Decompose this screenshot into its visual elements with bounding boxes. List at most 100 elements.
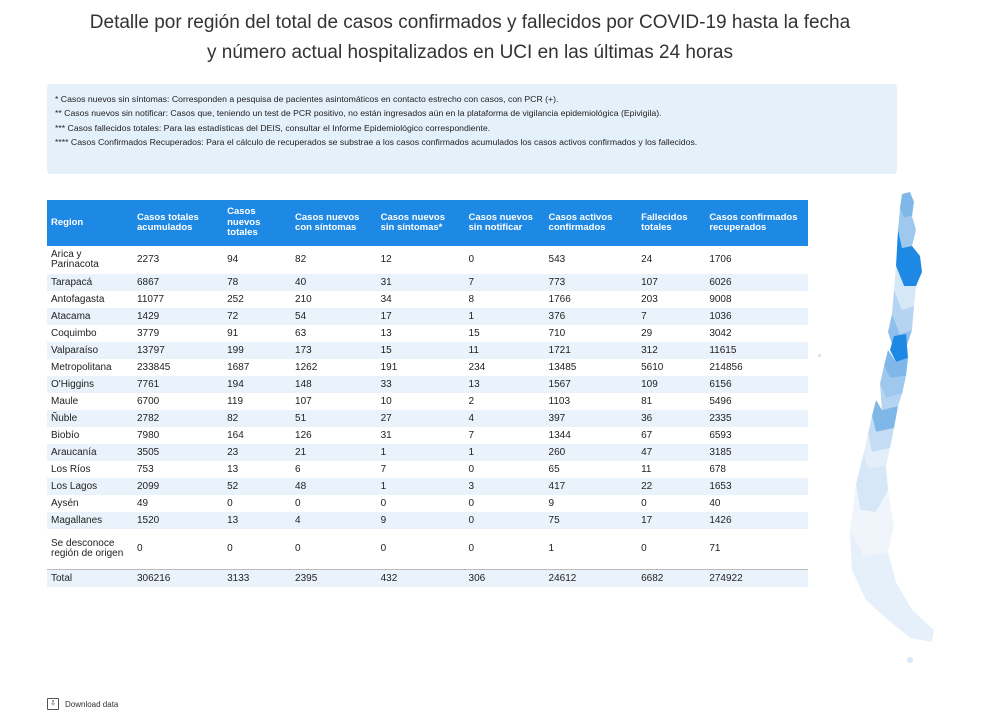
total-row: Total 306216 3133 2395 432 306 24612 6682 274922 xyxy=(47,569,808,587)
value-cell: 1 xyxy=(464,308,545,325)
column-header: Casos activos confirmados xyxy=(544,200,638,246)
region-cell: Maule xyxy=(51,395,79,407)
table-row: Atacama 1429 72 54 17 1 376 7 1036 xyxy=(47,308,808,325)
value-cell: 48 xyxy=(291,478,377,495)
title-line-2: y número actual hospitalizados en UCI en… xyxy=(207,42,733,63)
value-cell: 2395 xyxy=(291,569,377,587)
value-cell: 432 xyxy=(376,569,465,587)
region-table: Region Casos totales acumulados Casos nu… xyxy=(47,200,808,587)
value-cell: 2335 xyxy=(705,410,808,427)
download-label: Download data xyxy=(65,699,119,709)
value-cell: 173 xyxy=(291,342,377,359)
region-cell: Tarapacá xyxy=(47,274,133,291)
value-cell: 5496 xyxy=(709,395,732,407)
value-cell: 17 xyxy=(376,308,465,325)
value-cell: 126 xyxy=(295,429,312,441)
value-cell: 7761 xyxy=(133,376,224,393)
value-cell: 1567 xyxy=(544,376,638,393)
value-cell: 2273 xyxy=(137,254,160,265)
value-cell: 1036 xyxy=(705,308,808,325)
map-region-biobio xyxy=(872,400,898,432)
value-cell: 1262 xyxy=(295,361,318,373)
table-row: Metropolitana 233845 1687 1262 191 234 13485 56… xyxy=(47,359,808,376)
value-cell: 13 xyxy=(464,376,545,393)
value-cell: 7 xyxy=(468,429,475,441)
download-data-link[interactable]: ⇩ Download data xyxy=(47,698,118,710)
map-island xyxy=(907,657,913,663)
value-cell: 7 xyxy=(464,274,545,291)
value-cell: 11 xyxy=(641,463,652,475)
value-cell: 252 xyxy=(227,293,244,305)
table-row: Los Ríos 753 13 6 7 0 65 11 678 xyxy=(47,461,808,478)
region-cell: Metropolitana xyxy=(51,361,112,373)
value-cell: 0 xyxy=(137,543,143,554)
map-region-aysen xyxy=(850,484,894,556)
region-cell: Arica y Parinacota xyxy=(51,249,99,270)
value-cell: 0 xyxy=(295,497,301,509)
value-cell: 3042 xyxy=(709,327,732,339)
value-cell: 1721 xyxy=(544,342,638,359)
value-cell: 710 xyxy=(548,327,566,339)
value-cell: 191 xyxy=(380,361,398,373)
value-cell: 773 xyxy=(544,274,638,291)
value-cell: 9 xyxy=(548,497,555,509)
value-cell: 13 xyxy=(227,463,239,475)
table-row: Antofagasta 11077 252 210 34 8 1766 203 9008 xyxy=(47,291,808,308)
value-cell: 194 xyxy=(223,376,292,393)
value-cell: 5610 xyxy=(641,361,664,373)
value-cell: 67 xyxy=(641,429,653,441)
value-cell: 71 xyxy=(709,543,721,554)
region-cell: Los Lagos xyxy=(47,478,133,495)
chart-title: Detalle por región del total de casos co… xyxy=(0,8,940,68)
value-cell: 1429 xyxy=(133,308,224,325)
value-cell: 417 xyxy=(544,478,638,495)
value-cell: 0 xyxy=(641,497,647,509)
region-cell: Magallanes xyxy=(47,512,133,529)
value-cell: 82 xyxy=(295,254,307,265)
value-cell: 7 xyxy=(380,463,387,475)
note-4: **** Casos Confirmados Recuperados: Para… xyxy=(55,136,698,147)
table-row: Coquimbo 3779 91 63 13 15 710 29 3042 xyxy=(47,325,808,342)
value-cell: 13 xyxy=(380,327,392,339)
value-cell: 107 xyxy=(637,274,706,291)
title-line-1: Detalle por región del total de casos co… xyxy=(89,12,851,33)
column-header: Casos nuevos con síntomas xyxy=(291,200,377,246)
note-2: ** Casos nuevos sin notificar: Casos que… xyxy=(55,108,662,119)
value-cell: 94 xyxy=(227,254,239,265)
value-cell: 17 xyxy=(637,512,706,529)
value-cell: 47 xyxy=(637,444,706,461)
region-cell: Aysén xyxy=(51,497,79,509)
value-cell: 274922 xyxy=(705,569,808,587)
map-region-los-lagos xyxy=(856,452,888,512)
region-cell: O'Higgins xyxy=(47,376,133,393)
map-region-nuble xyxy=(880,384,902,410)
map-region-tarapaca xyxy=(898,208,916,248)
value-cell: 51 xyxy=(291,410,377,427)
value-cell: 9008 xyxy=(709,293,732,305)
region-cell: Se desconoce región de origen xyxy=(51,538,124,559)
table-row: Araucanía 3505 23 21 1 1 260 47 3185 xyxy=(47,444,808,461)
value-cell: 72 xyxy=(223,308,292,325)
table-body: Arica y Parinacota 2273 94 82 12 0 543 24 1706 Ta… xyxy=(47,246,808,587)
value-cell: 6682 xyxy=(637,569,706,587)
value-cell: 21 xyxy=(291,444,377,461)
value-cell: 3 xyxy=(464,478,545,495)
value-cell: 1 xyxy=(376,444,465,461)
value-cell: 543 xyxy=(548,254,566,265)
download-icon: ⇩ xyxy=(47,698,59,710)
value-cell: 0 xyxy=(641,543,647,554)
value-cell: 0 xyxy=(468,463,475,475)
value-cell: 1 xyxy=(548,543,555,554)
region-cell: Biobío xyxy=(51,429,80,441)
value-cell: 11615 xyxy=(705,342,808,359)
value-cell: 54 xyxy=(291,308,377,325)
value-cell: 6156 xyxy=(705,376,808,393)
table-row: Se desconoce región de origen 0 0 0 0 0 1 0 71 xyxy=(47,529,808,570)
value-cell: 31 xyxy=(380,429,392,441)
value-cell: 11077 xyxy=(137,293,165,305)
value-cell: 3185 xyxy=(705,444,808,461)
value-cell: 1706 xyxy=(709,254,732,265)
value-cell: 3505 xyxy=(133,444,224,461)
value-cell: 8 xyxy=(468,293,475,305)
map-region-los-rios xyxy=(864,434,890,468)
